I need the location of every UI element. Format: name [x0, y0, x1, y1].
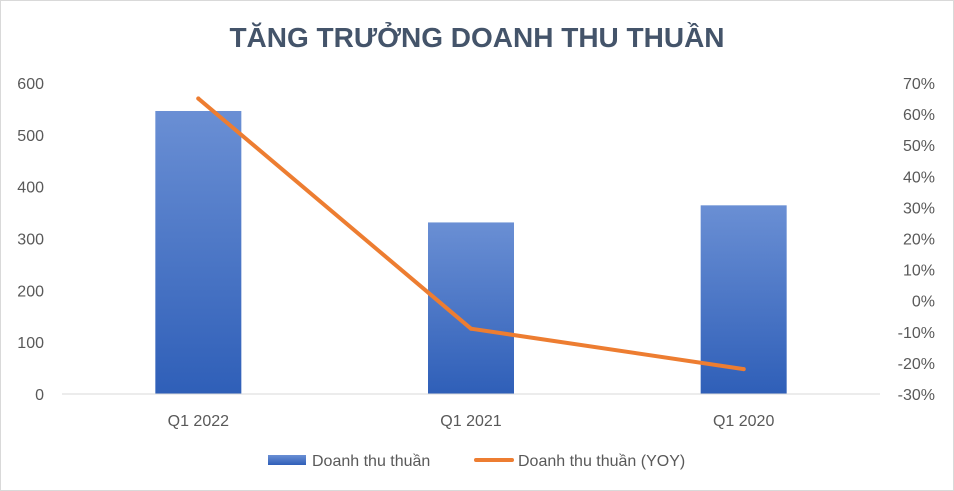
left-axis-tick-label: 400	[17, 180, 44, 197]
x-axis-tick-label: Q1 2021	[440, 413, 501, 430]
legend: Doanh thu thuần Doanh thu thuần (YOY)	[268, 453, 685, 470]
right-axis-tick-label: 10%	[903, 263, 935, 280]
right-axis-tick-label: 50%	[903, 138, 935, 155]
left-axis-tick-label: 500	[17, 128, 44, 145]
legend-swatch-bar	[268, 455, 306, 465]
x-axis-ticks: Q1 2022 Q1 2021 Q1 2020	[168, 413, 775, 430]
right-axis-tick-label: 0%	[912, 294, 935, 311]
left-axis-tick-label: 0	[35, 387, 44, 404]
right-axis-tick-label: -20%	[898, 356, 935, 373]
right-axis-ticks: -30% -20% -10% 0% 10% 20% 30% 40% 50% 60% 70%	[898, 76, 935, 404]
x-axis-tick-label: Q1 2022	[168, 413, 229, 430]
yoy-point-2	[741, 367, 746, 372]
right-axis-tick-label: -10%	[898, 325, 935, 342]
left-axis-tick-label: 200	[17, 283, 44, 300]
right-axis-tick-label: 30%	[903, 200, 935, 217]
left-axis-tick-label: 300	[17, 232, 44, 249]
chart-title: TĂNG TRƯỞNG DOANH THU THUẦN	[229, 21, 724, 53]
right-axis-tick-label: 60%	[903, 107, 935, 124]
right-axis-tick-label: 40%	[903, 169, 935, 186]
left-axis-tick-label: 600	[17, 76, 44, 93]
x-axis-tick-label: Q1 2020	[713, 413, 774, 430]
bar-0	[155, 110, 242, 395]
yoy-point-1	[469, 326, 473, 331]
legend-label-bar: Doanh thu thuần	[312, 453, 430, 470]
line-series	[196, 96, 746, 372]
right-axis-tick-label: 20%	[903, 232, 935, 249]
right-axis-tick-label: 70%	[903, 76, 935, 93]
left-axis-tick-label: 100	[17, 335, 44, 352]
yoy-point-0	[196, 96, 201, 101]
legend-label-line: Doanh thu thuần (YOY)	[518, 453, 685, 470]
bar-2	[700, 205, 787, 394]
bar-series	[155, 110, 787, 395]
right-axis-tick-label: -30%	[898, 387, 935, 404]
left-axis-ticks: 0 100 200 300 400 500 600	[17, 76, 44, 404]
bar-1	[428, 222, 514, 394]
